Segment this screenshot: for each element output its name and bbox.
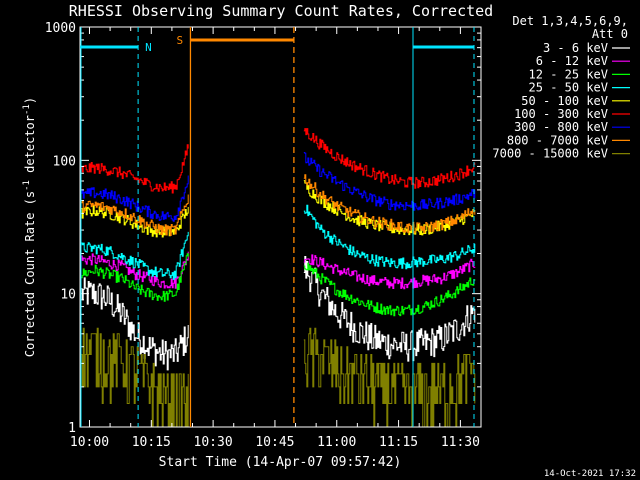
y-tick-label: 10 — [60, 288, 76, 303]
series-line-pre-gap — [81, 327, 189, 428]
y-tick-label: 1000 — [45, 21, 76, 36]
night-period-label: N — [145, 41, 152, 54]
plot-frame — [79, 26, 482, 428]
legend-header-attenuator: Att 0 — [592, 27, 628, 41]
series-line-post-gap — [303, 204, 476, 270]
x-tick-label: 10:30 — [194, 435, 233, 450]
series-line-pre-gap — [81, 144, 189, 194]
series-3-6-kev — [81, 256, 476, 371]
x-tick-label: 11:00 — [317, 435, 356, 450]
legend-item-label: 3 - 6 keV — [543, 41, 608, 55]
y-axis-label: Corrected Count Rate (s-1 detector-1) — [22, 97, 37, 357]
y-axis-label-sup1: -1 — [22, 180, 32, 191]
y-axis-label-mid: detector — [23, 115, 37, 180]
series-line-post-gap — [303, 256, 476, 362]
series-100-300-kev — [81, 128, 476, 194]
saa-period-label: S — [176, 34, 183, 47]
series-line-pre-gap — [81, 251, 189, 289]
x-tick-label: 10:00 — [70, 435, 109, 450]
series-line-pre-gap — [81, 277, 189, 371]
legend-item-label: 6 - 12 keV — [536, 54, 608, 68]
y-tick-label: 100 — [53, 154, 76, 169]
series-line-pre-gap — [81, 194, 189, 236]
series-6-12-kev — [81, 251, 476, 290]
chart-title: RHESSI Observing Summary Count Rates, Co… — [69, 2, 493, 20]
series-line-pre-gap — [81, 175, 189, 222]
legend-item-label: 12 - 25 keV — [529, 67, 608, 81]
series-line-post-gap — [303, 262, 476, 317]
series-line-post-gap — [303, 128, 476, 189]
legend-item-label: 300 - 800 keV — [514, 120, 608, 134]
series-line-post-gap — [303, 254, 476, 290]
y-axis-label-end: ) — [23, 97, 37, 104]
x-tick-label: 11:15 — [379, 435, 418, 450]
legend-item-label: 50 - 100 keV — [521, 94, 608, 108]
series-800-7000-kev — [81, 174, 476, 236]
plot-area — [81, 128, 476, 428]
series-line-pre-gap — [81, 231, 189, 280]
series-line-post-gap — [303, 152, 476, 211]
y-tick-label: 1 — [68, 421, 76, 436]
x-tick-label: 10:45 — [255, 435, 294, 450]
legend-item-label: 7000 - 15000 keV — [492, 147, 608, 161]
y-axis-label-sup2: -1 — [22, 104, 32, 115]
series-line-pre-gap — [81, 253, 189, 302]
x-tick-label: 10:15 — [132, 435, 171, 450]
legend-item-label: 800 - 7000 keV — [507, 133, 608, 147]
series-300-800-kev — [81, 152, 476, 222]
series-12-25-kev — [81, 253, 476, 317]
legend-item-label: 25 - 50 keV — [529, 81, 608, 95]
series-line-post-gap — [303, 174, 476, 234]
x-axis-label: Start Time (14-Apr-07 09:57:42) — [159, 455, 402, 470]
legend-header-detectors: Det 1,3,4,5,6,9, — [512, 14, 628, 28]
y-axis-label-main: Corrected Count Rate (s — [23, 191, 37, 357]
footer-date: 14-Oct-2021 17:32 — [544, 469, 636, 479]
legend-item-label: 100 - 300 keV — [514, 107, 608, 121]
series-25-50-kev — [81, 204, 476, 280]
x-tick-label: 11:30 — [441, 435, 480, 450]
